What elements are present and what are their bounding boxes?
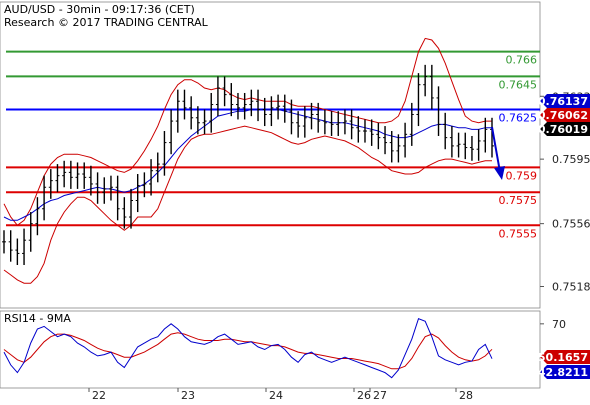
price-tag-label-0: 0.76137 xyxy=(538,95,588,108)
rsi-axis: 70 xyxy=(540,318,566,331)
levels-layer: 0.766 0.7645 0.7625 0.759 0.7575 0.7555 xyxy=(6,50,540,240)
time-tick-label-0: 22 xyxy=(92,389,106,400)
price-bars xyxy=(2,64,494,265)
price-tag-1: 0.76062 xyxy=(538,108,590,122)
bollinger-bands xyxy=(3,37,492,284)
rsi-tag-label-0: 50.1657 xyxy=(538,351,588,364)
rsi-ma-line xyxy=(3,332,493,370)
time-tick-label-3: 26 xyxy=(357,389,371,400)
arrow-shaft xyxy=(491,126,501,173)
time-tick-label-1: 23 xyxy=(181,389,195,400)
level-label-2: 0.7625 xyxy=(499,112,538,125)
rsi-panel-frame xyxy=(0,310,541,389)
rsi-tag-box-1 xyxy=(540,365,590,379)
price-tag-box-0 xyxy=(540,94,590,108)
time-axis: 22 23 24 26 27 28 xyxy=(88,388,473,402)
upper-band-line xyxy=(3,37,492,226)
price-panel: 0.766 0.7645 0.7625 0.759 0.7575 0.7555 AUD/U… xyxy=(0,1,541,309)
rsi-tag-label-1: 42.8211 xyxy=(538,366,588,379)
time-tick-label-4: 27 xyxy=(373,389,387,400)
price-tag-box-2 xyxy=(540,122,590,136)
rsi-lines xyxy=(3,318,493,379)
level-label-4: 0.7575 xyxy=(499,194,538,207)
price-tag-label-1: 0.76062 xyxy=(538,109,588,122)
rsi-panel: RSI14 - 9MA xyxy=(0,310,541,389)
price-tick-label-2: 0.7556 xyxy=(552,218,590,231)
arrow-head xyxy=(494,166,505,180)
price-tag-label-2: 0.76019 xyxy=(538,123,588,136)
price-panel-frame xyxy=(0,1,541,309)
lower-band-line xyxy=(3,125,492,284)
chart-copyright: Research © 2017 TRADING CENTRAL xyxy=(4,16,209,29)
rsi-tick-label-0: 70 xyxy=(552,318,566,331)
rsi-tag-box-0 xyxy=(540,350,590,364)
level-label-0: 0.766 xyxy=(506,54,538,67)
chart-title: AUD/USD - 30min - 09:17:36 (CET) xyxy=(4,3,195,16)
rsi-line xyxy=(3,318,493,379)
level-label-1: 0.7645 xyxy=(499,78,538,91)
price-tag-0: 0.76137 xyxy=(538,94,590,108)
level-label-5: 0.7555 xyxy=(499,227,538,240)
price-tick-label-3: 0.7518 xyxy=(552,280,590,293)
rsi-title: RSI14 - 9MA xyxy=(4,312,71,325)
level-label-3: 0.759 xyxy=(506,169,538,182)
rsi-tag-1: 42.8211 xyxy=(538,365,590,379)
time-tick-label-5: 28 xyxy=(459,389,473,400)
price-tag-box-1 xyxy=(540,108,590,122)
moving-average-line xyxy=(3,109,492,221)
forecast-arrow xyxy=(491,126,505,180)
price-tick-label-1: 0.7595 xyxy=(552,153,590,166)
price-tag-2: 0.76019 xyxy=(538,122,590,136)
time-tick-label-2: 24 xyxy=(269,389,283,400)
rsi-tag-0: 50.1657 xyxy=(538,350,590,364)
